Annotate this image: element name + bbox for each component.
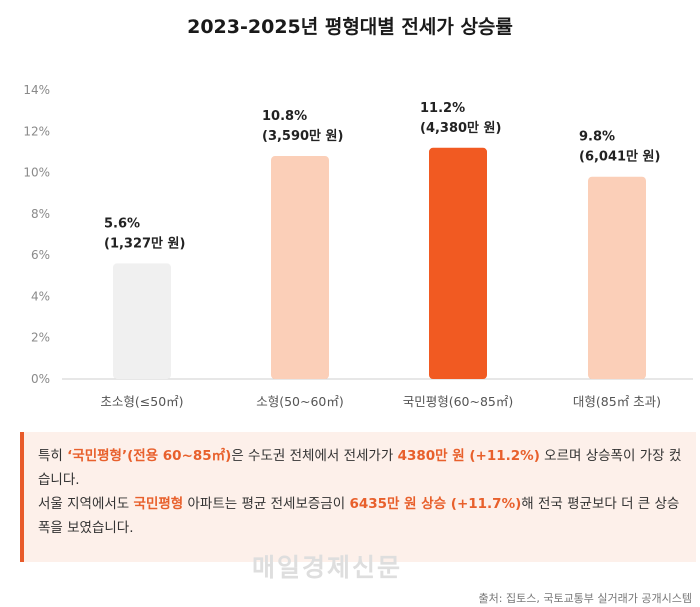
watermark: 매일경제신문 <box>252 553 403 582</box>
data-label-percent: 9.8% <box>579 130 615 145</box>
note-highlight: 4380만 원 (+11.2%) <box>397 448 540 464</box>
source-text: 출처: 집토스, 국토교통부 실거래가 공개시스템 <box>478 592 692 605</box>
note-text: 아파트는 평균 전세보증금이 <box>183 496 350 512</box>
info-note: 특히 ‘국민평형’(전용 60~85㎡)은 수도권 전체에서 전세가가 4380… <box>20 432 696 562</box>
y-tick-label: 6% <box>31 248 50 262</box>
bar <box>588 176 646 379</box>
bar-chart: 0% 2% 4% 6% 8% 10% 12% 14% 5.6% (1,327만 원) 10.8% (… <box>23 83 693 409</box>
note-paragraph-2: 서울 지역에서도 국민평형 아파트는 평균 전세보증금이 6435만 원 상승 … <box>38 492 682 540</box>
data-label-percent: 10.8% <box>262 109 307 124</box>
bar <box>113 263 171 379</box>
data-label-amount: (3,590만 원) <box>262 128 343 144</box>
note-text: 오르며 상승폭이 가장 컸습니다. <box>38 448 682 488</box>
data-label-amount: (1,327만 원) <box>104 235 185 251</box>
y-tick-label: 12% <box>23 124 50 138</box>
data-label-amount: (6,041만 원) <box>579 149 660 165</box>
y-tick-label: 14% <box>23 83 50 97</box>
note-text: 은 수도권 전체에서 전세가가 <box>231 448 398 464</box>
note-highlight: 국민평형 <box>133 496 184 512</box>
y-tick-label: 0% <box>31 372 50 386</box>
note-paragraph-1: 특히 ‘국민평형’(전용 60~85㎡)은 수도권 전체에서 전세가가 4380… <box>38 444 682 492</box>
data-label-amount: (4,380만 원) <box>420 120 501 136</box>
y-tick-label: 2% <box>31 331 50 345</box>
note-text: 특히 <box>38 448 68 464</box>
note-text: 서울 지역에서도 <box>38 496 134 512</box>
y-tick-label: 4% <box>31 289 50 303</box>
x-tick-label: 국민평형(60~85㎡) <box>403 394 514 409</box>
x-tick-label: 소형(50~60㎡) <box>256 394 344 409</box>
x-tick-label: 초소형(≤50㎡) <box>100 394 183 409</box>
bar <box>429 147 487 379</box>
chart-title: 2023-2025년 평형대별 전세가 상승률 <box>187 16 513 38</box>
note-text: 해 전국 평균보다 더 큰 상승폭을 보였습니다. <box>38 496 680 536</box>
data-label-percent: 5.6% <box>104 216 140 231</box>
note-highlight: ‘국민평형’(전용 60~85㎡) <box>67 448 232 464</box>
y-tick-label: 10% <box>23 166 50 180</box>
note-highlight: 6435만 원 상승 (+11.7%) <box>349 496 522 512</box>
bar <box>271 156 329 379</box>
y-tick-label: 8% <box>31 207 50 221</box>
data-label-percent: 11.2% <box>420 101 465 116</box>
x-tick-label: 대형(85㎡ 초과) <box>573 394 661 409</box>
